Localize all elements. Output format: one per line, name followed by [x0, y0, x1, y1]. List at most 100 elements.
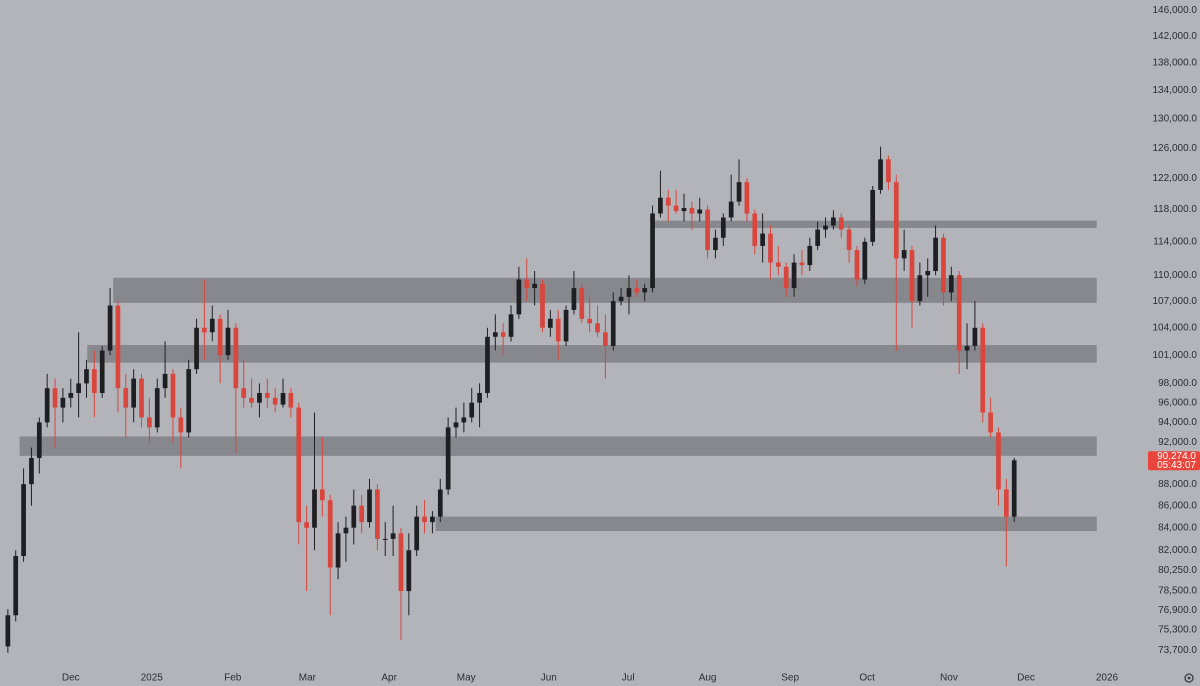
y-tick-label: 134,000.0 [1153, 85, 1198, 96]
candle-body [626, 288, 632, 297]
candle-body [123, 388, 129, 408]
candle-body [1011, 460, 1017, 517]
y-tick-label: 101,000.0 [1153, 350, 1198, 361]
candle-body [532, 283, 537, 289]
candle-body [241, 388, 247, 398]
y-tick-label: 130,000.0 [1153, 114, 1198, 125]
candle-body [752, 213, 758, 246]
x-tick-label: Dec [1017, 673, 1035, 684]
candle-body [854, 250, 860, 280]
candle-body [5, 615, 11, 647]
candle-body [587, 318, 593, 324]
candle-body [846, 229, 852, 251]
candle-body [642, 288, 648, 293]
candle-body [36, 422, 42, 458]
candle-body [603, 332, 608, 346]
candle-body [595, 323, 600, 333]
candle-body [375, 489, 380, 539]
y-tick-label: 76,900.0 [1158, 605, 1197, 616]
candle-body [382, 538, 388, 540]
y-tick-label: 110,000.0 [1153, 270, 1197, 281]
candle-body [893, 182, 899, 259]
candle-body [681, 207, 687, 212]
candle-body [312, 489, 317, 528]
candle-body [60, 397, 66, 408]
candle-body [886, 159, 891, 183]
x-tick-label: Jul [622, 673, 635, 684]
y-tick-label: 86,000.0 [1158, 500, 1197, 511]
candle-body [280, 392, 286, 405]
price-label-countdown: 05:43:07 [1157, 460, 1196, 471]
y-tick-label: 122,000.0 [1153, 173, 1198, 184]
candle-body [492, 332, 498, 337]
candle-body [775, 262, 781, 267]
candle-body [500, 332, 506, 337]
candle-body [917, 275, 923, 302]
settings-icon[interactable] [1184, 673, 1194, 683]
candle-body [202, 327, 207, 333]
candle-body [610, 301, 616, 346]
candle-body [705, 209, 710, 251]
candle-body [296, 407, 302, 523]
candle-body [980, 327, 986, 413]
candle-body [650, 213, 655, 289]
x-tick-label: Aug [699, 673, 717, 684]
candle-body [634, 288, 640, 293]
candle-body [52, 388, 58, 408]
candle-body [194, 327, 199, 370]
candle-body [304, 522, 309, 528]
candle-body [233, 327, 239, 389]
y-tick-label: 126,000.0 [1153, 143, 1198, 154]
candle-body [319, 489, 325, 501]
candle-body [948, 275, 954, 293]
candle-body [68, 392, 74, 398]
y-tick-label: 92,000.0 [1158, 437, 1197, 448]
candle-body [162, 373, 168, 389]
candle-body [264, 392, 270, 398]
y-tick-label: 138,000.0 [1153, 58, 1198, 69]
y-tick-label: 107,000.0 [1153, 296, 1198, 307]
candle-body [437, 489, 443, 517]
candle-body [257, 392, 262, 403]
zone [87, 345, 1097, 363]
candle-body [327, 500, 333, 568]
candle-body [964, 345, 970, 351]
candle-body [272, 397, 278, 405]
candle-body [540, 283, 545, 328]
candle-body [933, 237, 938, 272]
candle-body [461, 417, 467, 423]
candle-body [996, 432, 1001, 490]
candle-body [697, 209, 703, 214]
candle-body [170, 373, 176, 418]
zones [19, 220, 1097, 532]
y-tick-label: 96,000.0 [1158, 397, 1197, 408]
candle-body [665, 197, 671, 206]
candle-body [147, 417, 152, 428]
candle-body [831, 217, 836, 226]
candle-body [760, 233, 765, 246]
candle-body [618, 296, 624, 302]
candle-body [658, 197, 663, 214]
candle-body [115, 305, 121, 389]
candle-body [823, 225, 828, 230]
candle-body [524, 279, 530, 289]
x-tick-label: Nov [940, 673, 958, 684]
candle-body [956, 275, 962, 351]
candle-body [485, 336, 490, 393]
candle-body [288, 392, 294, 408]
candle-body [406, 550, 412, 592]
candle-body [390, 533, 396, 539]
candle-body [217, 318, 223, 356]
candle-body [563, 309, 569, 342]
candle-body [430, 516, 435, 523]
y-tick-label: 80,250.0 [1158, 565, 1197, 576]
candle-body [713, 237, 718, 251]
candle-body [249, 397, 254, 403]
candle-body [335, 533, 341, 568]
zone [113, 277, 1097, 303]
candle-body [555, 318, 561, 342]
candle-body [508, 314, 514, 337]
